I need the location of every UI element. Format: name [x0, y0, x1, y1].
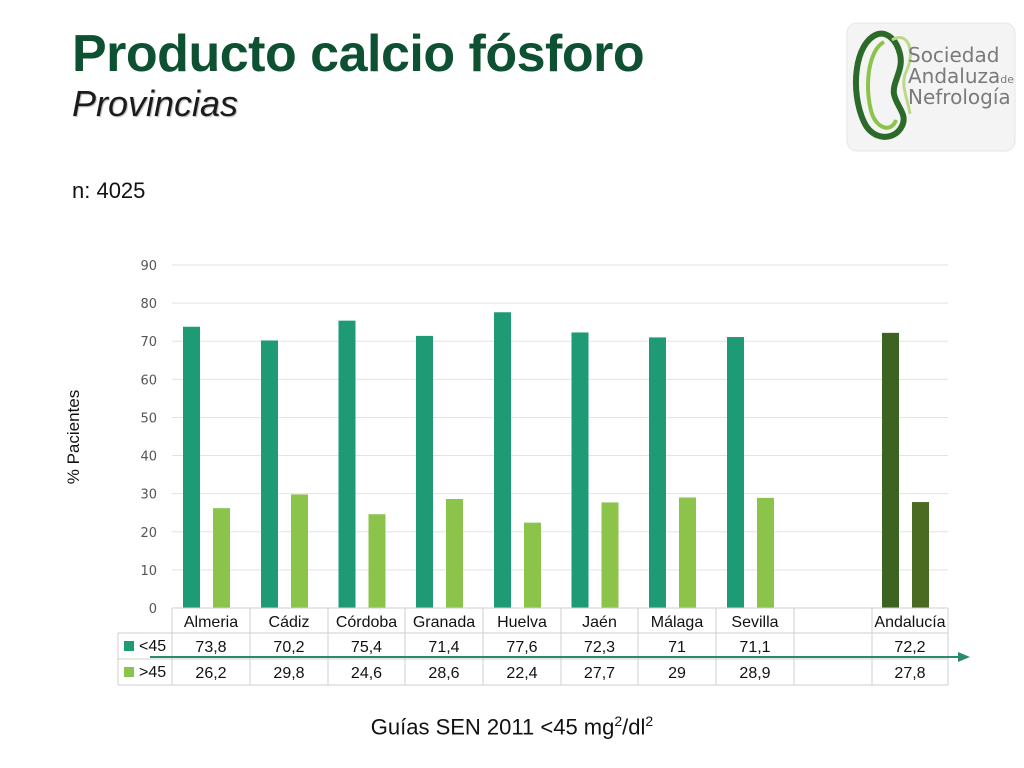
y-tick-label: 60	[140, 373, 157, 388]
x-category-label: Granada	[413, 614, 475, 631]
data-label: 26,2	[195, 665, 226, 682]
bar-lt45	[571, 332, 589, 608]
arrow-head-icon	[958, 652, 970, 662]
legend-label: <45	[139, 638, 166, 655]
logo-text-line3: Nefrología	[908, 85, 1011, 109]
bar-gt45	[368, 514, 386, 608]
data-label: 71,1	[739, 639, 770, 656]
y-tick-label: 90	[140, 259, 157, 274]
data-label: 24,6	[351, 665, 382, 682]
data-label: 28,6	[428, 665, 459, 682]
footer-prefix: Guías SEN 2011 <45 mg	[370, 714, 615, 740]
data-label: 28,9	[739, 665, 770, 682]
bar-lt45	[261, 340, 278, 608]
y-tick-label: 80	[140, 297, 157, 312]
footer-sup1: 2	[614, 713, 623, 729]
footer-sup2: 2	[645, 713, 654, 729]
bar-gt45	[213, 508, 230, 608]
data-label: 72,2	[894, 639, 925, 656]
bar-gt45	[757, 497, 774, 608]
bar-lt45	[494, 312, 511, 608]
bar-gt45	[679, 497, 696, 608]
legend-key-gt45	[124, 667, 134, 677]
bar-gt45	[601, 502, 619, 608]
x-category-label: Sevilla	[731, 614, 778, 631]
bar-gt45	[912, 502, 929, 608]
bar-lt45	[882, 332, 899, 608]
legend-key-lt45	[124, 641, 134, 651]
footer-mid: /dl	[622, 714, 646, 740]
x-category-label: Cádiz	[269, 614, 310, 631]
bar-gt45	[446, 499, 463, 608]
y-tick-label: 50	[140, 411, 157, 426]
data-label: 73,8	[195, 639, 226, 656]
logo-text-line2-main: Andaluza	[908, 64, 1001, 88]
data-label: 29,8	[273, 665, 304, 682]
slide-subtitle: Provincias	[72, 83, 239, 124]
x-category-label: Málaga	[651, 614, 704, 631]
footer-note: Guías SEN 2011 <45 mg2/dl2	[0, 713, 1024, 740]
y-tick-label: 0	[149, 602, 157, 617]
x-category-label: Almeria	[184, 614, 238, 631]
data-label: 71,4	[428, 639, 459, 656]
kidney-logo-icon	[846, 22, 1016, 152]
data-label: 71	[668, 639, 686, 656]
logo-text-line1: Sociedad	[908, 43, 1000, 67]
x-category-label: Huelva	[497, 614, 547, 631]
logo-text-line2-small: de	[1000, 73, 1015, 86]
sample-size-label: n: 4025	[72, 178, 146, 203]
bar-lt45	[338, 320, 356, 608]
logo-text-line2: Andaluzade	[908, 66, 1014, 90]
data-label: 27,7	[584, 665, 615, 682]
society-logo	[846, 22, 1016, 152]
data-label: 72,3	[584, 639, 615, 656]
bar-gt45	[524, 522, 541, 608]
data-label: 70,2	[273, 639, 304, 656]
y-tick-label: 70	[140, 335, 157, 350]
bar-lt45	[183, 326, 200, 608]
bar-lt45	[649, 337, 666, 608]
slide-title: Producto calcio fósforo	[72, 25, 645, 83]
bar-gt45	[291, 494, 308, 608]
data-label: 22,4	[506, 665, 537, 682]
x-category-label: Jaén	[582, 614, 617, 631]
y-tick-label: 40	[140, 450, 157, 465]
y-tick-label: 20	[140, 526, 157, 541]
data-label: 75,4	[351, 639, 382, 656]
x-category-label: Córdoba	[336, 614, 397, 631]
y-tick-label: 10	[140, 564, 157, 579]
bar-lt45	[416, 335, 433, 608]
bar-lt45	[727, 337, 744, 608]
y-tick-label: 30	[140, 488, 157, 503]
x-category-label: Andalucía	[874, 614, 945, 631]
data-label: 27,8	[894, 665, 925, 682]
bar-chart: 0 10 20 30 40 50 60 70 80 90 Almeria Cádiz Córdoba Gr…	[117, 259, 970, 686]
legend-label: >45	[139, 664, 166, 681]
data-label: 29	[668, 665, 686, 682]
data-label: 77,6	[506, 639, 537, 656]
